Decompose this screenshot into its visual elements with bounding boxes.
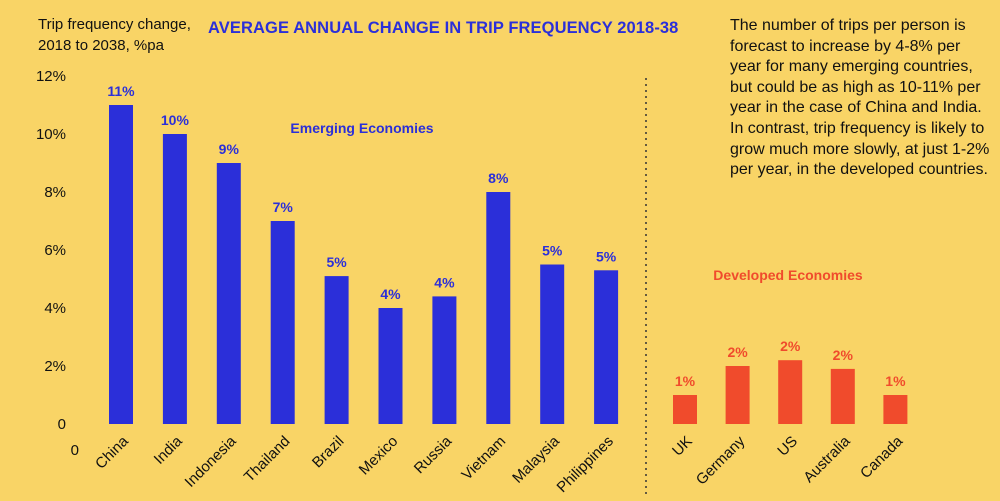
bar-vietnam bbox=[486, 192, 511, 424]
y-tick-label: 12% bbox=[36, 68, 66, 85]
data-label: 10% bbox=[161, 112, 190, 128]
y-tick-label: 8% bbox=[44, 184, 66, 201]
chart-annotation: The number of trips per person is foreca… bbox=[730, 17, 990, 179]
data-label: 2% bbox=[727, 344, 748, 360]
bars bbox=[109, 105, 908, 424]
data-label: 4% bbox=[434, 274, 455, 290]
bar-malaysia bbox=[540, 264, 565, 424]
data-label: 4% bbox=[380, 286, 401, 302]
y-axis-label: Trip frequency change, 2018 to 2038, %pa bbox=[38, 16, 191, 54]
bar-uk bbox=[673, 395, 697, 424]
category-label: Russia bbox=[411, 432, 456, 477]
data-label: 5% bbox=[542, 243, 563, 259]
data-label: 5% bbox=[596, 248, 617, 264]
group-label: Emerging Economies bbox=[290, 120, 433, 136]
category-label: Australia bbox=[800, 432, 854, 486]
category-label: Philippines bbox=[554, 433, 617, 496]
group-labels: Emerging Economies Developed Economies bbox=[290, 120, 862, 283]
data-label: 1% bbox=[885, 373, 906, 389]
chart-title: AVERAGE ANNUAL CHANGE IN TRIP FREQUENCY … bbox=[208, 19, 679, 37]
category-label: Thailand bbox=[241, 433, 294, 486]
group-label: Developed Economies bbox=[713, 267, 863, 283]
category-label: India bbox=[151, 432, 186, 467]
category-label: Indonesia bbox=[182, 432, 240, 490]
data-label: 8% bbox=[488, 170, 509, 186]
data-label: 5% bbox=[326, 254, 347, 270]
y-tick-label: 0 bbox=[58, 416, 66, 433]
category-label: Germany bbox=[693, 432, 749, 488]
bar-australia bbox=[830, 368, 855, 424]
category-label: UK bbox=[669, 433, 696, 460]
data-label: 7% bbox=[273, 199, 294, 215]
bar-germany bbox=[725, 366, 750, 424]
y-tick-label: 10% bbox=[36, 126, 66, 143]
category-label: Mexico bbox=[356, 433, 402, 479]
data-label: 9% bbox=[219, 141, 240, 157]
category-label: Vietnam bbox=[458, 433, 509, 484]
x-origin-label: 0 bbox=[71, 442, 79, 459]
y-axis-ticks: 00 2% 4% 6% 8% 10% 12% bbox=[36, 68, 79, 459]
bar-mexico bbox=[378, 308, 403, 424]
bar-thailand bbox=[270, 221, 295, 424]
bar-india bbox=[162, 134, 187, 424]
bar-canada bbox=[883, 395, 908, 424]
category-label: Malaysia bbox=[509, 432, 563, 486]
bar-indonesia bbox=[216, 163, 241, 424]
category-label: Canada bbox=[857, 432, 907, 482]
data-label: 2% bbox=[833, 347, 854, 363]
y-tick-label: 2% bbox=[44, 358, 66, 375]
bar-brazil bbox=[324, 276, 349, 424]
category-label: US bbox=[774, 433, 801, 460]
data-label: 2% bbox=[780, 338, 801, 354]
y-tick-label: 6% bbox=[44, 242, 66, 259]
data-labels: 11% 10% 9% 7% 5% 4% 4% 8% 5% 5% 1% 2% 2% 2% 1% bbox=[107, 83, 906, 389]
bar-philippines bbox=[594, 270, 619, 424]
data-label: 1% bbox=[675, 373, 696, 389]
bar-russia bbox=[432, 296, 457, 424]
category-label: China bbox=[92, 432, 132, 472]
y-tick-label: 4% bbox=[44, 300, 66, 317]
category-label: Brazil bbox=[309, 433, 348, 472]
data-label: 11% bbox=[107, 83, 135, 99]
bar-china bbox=[109, 105, 133, 424]
bar-us bbox=[778, 360, 803, 424]
